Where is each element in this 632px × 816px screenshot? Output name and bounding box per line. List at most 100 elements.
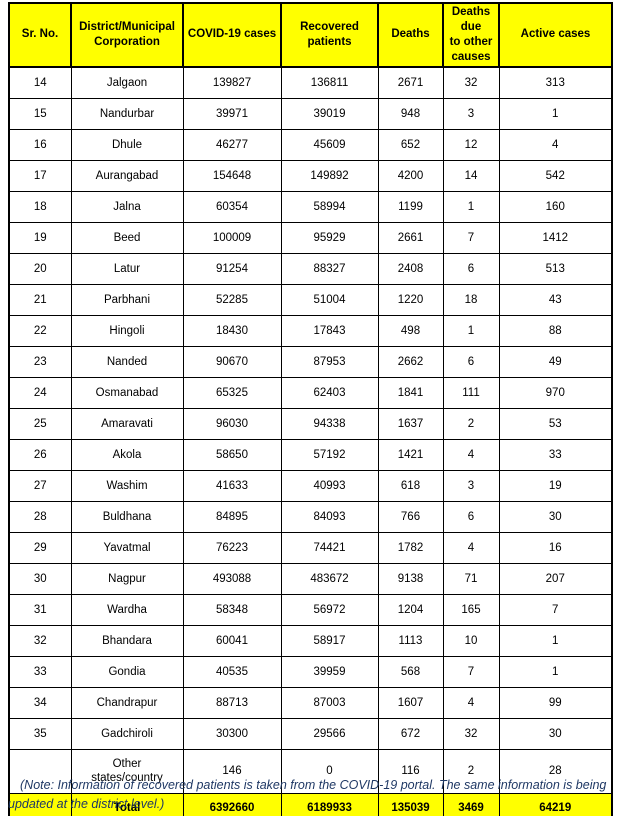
cell-covid-cases: 52285 [182,283,282,316]
cell-sr-no: 33 [8,655,72,688]
cell-sr-no: 26 [8,438,72,471]
cell-recovered: 95929 [280,221,379,254]
cell-recovered: 87953 [280,345,379,378]
table-row: 31 Wardha 58348 56972 1204 165 7 [8,593,613,626]
cell-recovered: 29566 [280,717,379,750]
table-row: 16 Dhule 46277 45609 652 12 4 [8,128,613,161]
cell-district: Gadchiroli [70,717,184,750]
cell-covid-cases: 30300 [182,717,282,750]
cell-covid-cases: 41633 [182,469,282,502]
cell-covid-cases: 139827 [182,66,282,99]
table-row: 14 Jalgaon 139827 136811 2671 32 313 [8,66,613,99]
cell-district: Amaravati [70,407,184,440]
cell-recovered: 94338 [280,407,379,440]
cell-active-cases: 30 [498,500,613,533]
footnote: (Note: Information of recovered patients… [8,778,607,811]
cell-deaths-other-causes: 71 [442,562,500,595]
table-body: 14 Jalgaon 139827 136811 2671 32 313 15 Nandurba… [8,66,613,816]
cell-sr-no: 23 [8,345,72,378]
table-row: 15 Nandurbar 39971 39019 948 3 1 [8,97,613,130]
cell-deaths: 672 [377,717,444,750]
cell-deaths: 4200 [377,159,444,192]
cell-recovered: 74421 [280,531,379,564]
cell-sr-no: 21 [8,283,72,316]
cell-active-cases: 88 [498,314,613,347]
cell-sr-no: 29 [8,531,72,564]
cell-active-cases: 313 [498,66,613,99]
table-row: 34 Chandrapur 88713 87003 1607 4 99 [8,686,613,719]
table-row: 20 Latur 91254 88327 2408 6 513 [8,252,613,285]
cell-active-cases: 4 [498,128,613,161]
cell-active-cases: 7 [498,593,613,626]
cell-covid-cases: 493088 [182,562,282,595]
cell-deaths-other-causes: 165 [442,593,500,626]
cell-deaths: 1204 [377,593,444,626]
cell-recovered: 45609 [280,128,379,161]
cell-deaths: 766 [377,500,444,533]
cell-sr-no [8,748,72,794]
cell-deaths-other-causes: 6 [442,252,500,285]
table-row: 33 Gondia 40535 39959 568 7 1 [8,655,613,688]
cell-active-cases: 28 [498,748,613,794]
cell-district: Chandrapur [70,686,184,719]
cell-district: Buldhana [70,500,184,533]
cell-sr-no: 15 [8,97,72,130]
cell-deaths: 2662 [377,345,444,378]
cell-deaths-other-causes: 32 [442,66,500,99]
cell-district: Beed [70,221,184,254]
table-row: 27 Washim 41633 40993 618 3 19 [8,469,613,502]
table-row: 23 Nanded 90670 87953 2662 6 49 [8,345,613,378]
total-row: Total 6392660 6189933 135039 3469 64219 [8,792,613,816]
table-row: 19 Beed 100009 95929 2661 7 1412 [8,221,613,254]
table-row: 32 Bhandara 60041 58917 1113 10 1 [8,624,613,657]
cell-recovered: 84093 [280,500,379,533]
cell-district: Dhule [70,128,184,161]
cell-sr-no: 27 [8,469,72,502]
cell-district: Nagpur [70,562,184,595]
cell-sr-no: 19 [8,221,72,254]
table-row: 30 Nagpur 493088 483672 9138 71 207 [8,562,613,595]
cell-sr-no: 17 [8,159,72,192]
cell-district: Other states/country [70,748,184,794]
cell-covid-cases: 91254 [182,252,282,285]
header-row: Sr. No. District/Municipal Corporation COV… [8,2,613,68]
cell-recovered: 62403 [280,376,379,409]
cell-recovered: 483672 [280,562,379,595]
total-cell-recovered: 6189933 [280,792,379,816]
cell-deaths-other-causes: 1 [442,314,500,347]
table-row: 28 Buldhana 84895 84093 766 6 30 [8,500,613,533]
cell-district: Nandurbar [70,97,184,130]
column-header-deaths: Deaths [377,2,444,68]
table-row: 18 Jalna 60354 58994 1199 1 160 [8,190,613,223]
cell-deaths: 948 [377,97,444,130]
cell-deaths-other-causes: 7 [442,221,500,254]
cell-district: Akola [70,438,184,471]
column-header-deaths-other-causes: Deaths due to other causes [442,2,500,68]
cell-district: Osmanabad [70,376,184,409]
cell-deaths-other-causes: 3 [442,469,500,502]
table-row: 35 Gadchiroli 30300 29566 672 32 30 [8,717,613,750]
cell-district: Jalgaon [70,66,184,99]
cell-active-cases: 33 [498,438,613,471]
table-row: 22 Hingoli 18430 17843 498 1 88 [8,314,613,347]
cell-recovered: 58994 [280,190,379,223]
cell-deaths-other-causes: 1 [442,190,500,223]
total-cell-active-cases: 64219 [498,792,613,816]
cell-district: Aurangabad [70,159,184,192]
cell-deaths: 1637 [377,407,444,440]
cell-deaths-other-causes: 4 [442,438,500,471]
cell-sr-no: 34 [8,686,72,719]
cell-deaths-other-causes: 14 [442,159,500,192]
cell-deaths: 652 [377,128,444,161]
cell-district: Bhandara [70,624,184,657]
cell-covid-cases: 76223 [182,531,282,564]
cell-deaths: 1220 [377,283,444,316]
cell-active-cases: 53 [498,407,613,440]
cell-deaths-other-causes: 18 [442,283,500,316]
cell-active-cases: 1 [498,655,613,688]
cell-recovered: 57192 [280,438,379,471]
cell-covid-cases: 154648 [182,159,282,192]
cell-deaths-other-causes: 32 [442,717,500,750]
cell-deaths-other-causes: 6 [442,500,500,533]
